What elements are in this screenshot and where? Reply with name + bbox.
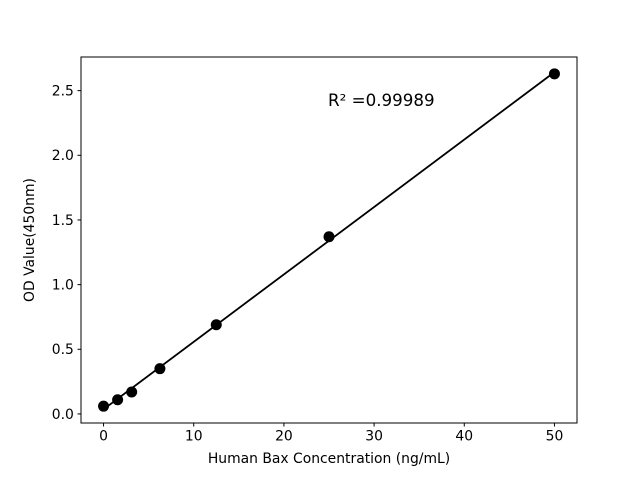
data-point	[548, 68, 560, 80]
x-tick-label: 0	[99, 429, 108, 445]
x-tick-label: 10	[185, 429, 203, 445]
x-tick-label: 20	[275, 429, 293, 445]
plot-border	[80, 56, 578, 424]
data-point	[98, 400, 110, 412]
data-point	[112, 394, 124, 406]
x-tick-label: 30	[365, 429, 383, 445]
data-point	[323, 231, 335, 243]
data-point	[210, 319, 222, 331]
x-tick-label: 50	[546, 429, 564, 445]
y-tick-label: 0.5	[52, 342, 74, 358]
y-tick-label: 1.0	[52, 278, 74, 294]
y-tick-label: 0.0	[52, 407, 74, 423]
y-tick-label: 2.5	[52, 84, 74, 100]
r-squared-annotation: R² =0.99989	[328, 90, 435, 110]
y-axis-label: OD Value(450nm)	[22, 178, 39, 302]
y-tick-label: 2.0	[52, 148, 74, 164]
y-tick-label: 1.5	[52, 213, 74, 229]
data-point	[126, 386, 138, 398]
data-point	[154, 363, 166, 375]
x-tick-label: 40	[455, 429, 473, 445]
x-axis-label: Human Bax Concentration (ng/mL)	[207, 451, 451, 467]
